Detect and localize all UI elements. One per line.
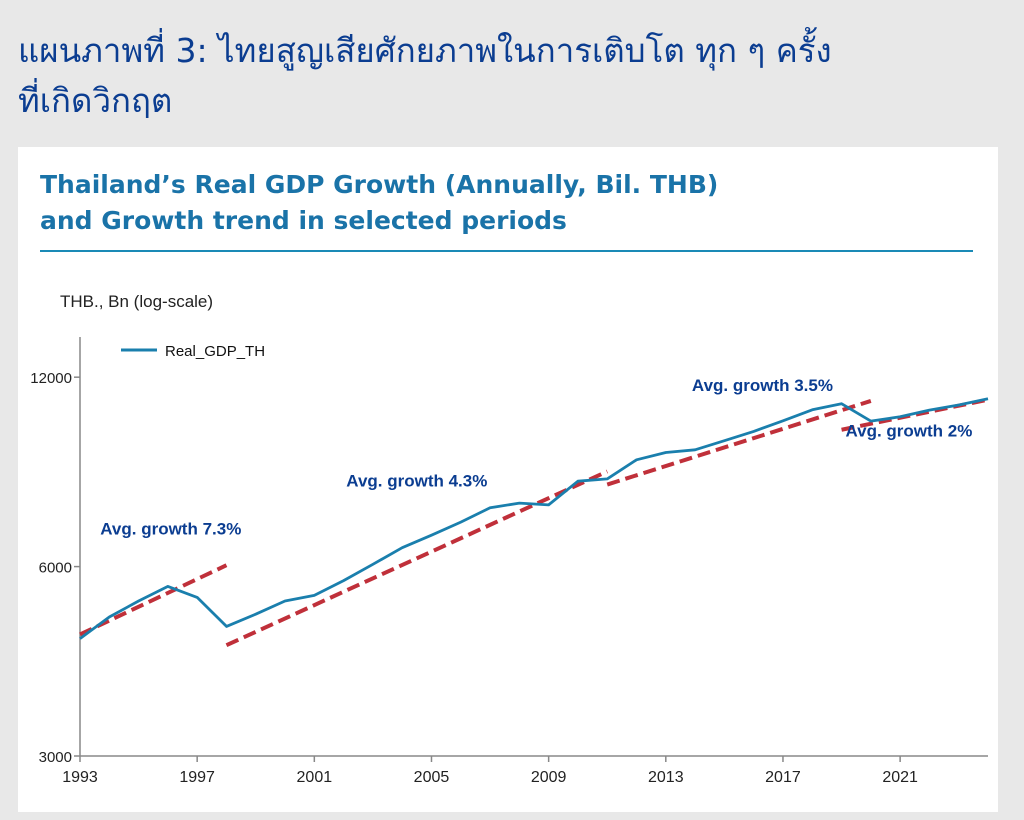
x-tick-label: 2021 [882,769,918,786]
legend-label: Real_GDP_TH [165,343,265,360]
chart-title: Thailand’s Real GDP Growth (Annually, Bi… [40,167,718,239]
x-tick-label: 1993 [62,769,98,786]
title-divider [40,250,973,252]
legend: Real_GDP_TH [121,343,265,360]
x-tick-label: 2005 [414,769,450,786]
trend-line [225,469,609,648]
trend-line [606,399,872,487]
growth-annotation: Avg. growth 3.5% [692,376,833,395]
x-tick-label: 2009 [531,769,567,786]
y-axis-label: THB., Bn (log-scale) [60,292,213,311]
chart-title-line-1: Thailand’s Real GDP Growth (Annually, Bi… [40,170,719,199]
y-tick-label: 12000 [30,370,72,387]
series-line-real-gdp [79,397,989,640]
growth-annotation: Avg. growth 7.3% [100,519,241,538]
y-ticks: 3000 6000 12000 [30,370,80,766]
x-tick-label: 2013 [648,769,684,786]
x-tick-label: 2001 [297,769,333,786]
page-heading-line-1: แผนภาพที่ 3: ไทยสูญเสียศักยภาพในการเติบโ… [18,31,832,70]
x-tick-label: 2017 [765,769,801,786]
chart-title-line-2: and Growth trend in selected periods [40,206,567,235]
growth-annotations: Avg. growth 7.3% Avg. growth 4.3% Avg. gro… [100,376,972,538]
page-heading-line-2: ที่เกิดวิกฤต [18,81,173,120]
chart-card: Thailand’s Real GDP Growth (Annually, Bi… [18,147,998,812]
growth-annotation: Avg. growth 2% [845,422,972,441]
trend-line [79,563,228,637]
series-lines [79,397,989,640]
x-tick-label: 1997 [179,769,215,786]
growth-annotation: Avg. growth 4.3% [346,471,487,490]
y-tick-label: 3000 [39,749,72,766]
x-ticks: 1993 1997 2001 2005 2009 2013 2017 2021 [62,756,918,786]
page-heading: แผนภาพที่ 3: ไทยสูญเสียศักยภาพในการเติบโ… [18,26,1008,126]
y-tick-label: 6000 [39,560,72,577]
